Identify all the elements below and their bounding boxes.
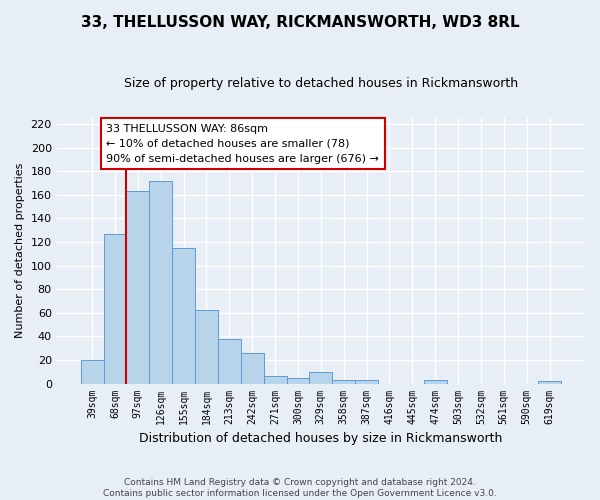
Bar	[218, 338, 241, 384]
Bar	[149, 180, 172, 384]
Bar	[104, 234, 127, 384]
Bar	[355, 380, 378, 384]
Bar	[538, 381, 561, 384]
Bar	[195, 310, 218, 384]
Bar	[80, 360, 104, 384]
Text: 33 THELLUSSON WAY: 86sqm
← 10% of detached houses are smaller (78)
90% of semi-d: 33 THELLUSSON WAY: 86sqm ← 10% of detach…	[106, 124, 379, 164]
Y-axis label: Number of detached properties: Number of detached properties	[15, 163, 25, 338]
Bar	[241, 353, 263, 384]
X-axis label: Distribution of detached houses by size in Rickmansworth: Distribution of detached houses by size …	[139, 432, 503, 445]
Bar	[263, 376, 287, 384]
Bar	[310, 372, 332, 384]
Bar	[127, 191, 149, 384]
Text: Contains HM Land Registry data © Crown copyright and database right 2024.
Contai: Contains HM Land Registry data © Crown c…	[103, 478, 497, 498]
Text: 33, THELLUSSON WAY, RICKMANSWORTH, WD3 8RL: 33, THELLUSSON WAY, RICKMANSWORTH, WD3 8…	[80, 15, 520, 30]
Bar	[172, 248, 195, 384]
Bar	[332, 380, 355, 384]
Bar	[424, 380, 446, 384]
Title: Size of property relative to detached houses in Rickmansworth: Size of property relative to detached ho…	[124, 78, 518, 90]
Bar	[287, 378, 310, 384]
